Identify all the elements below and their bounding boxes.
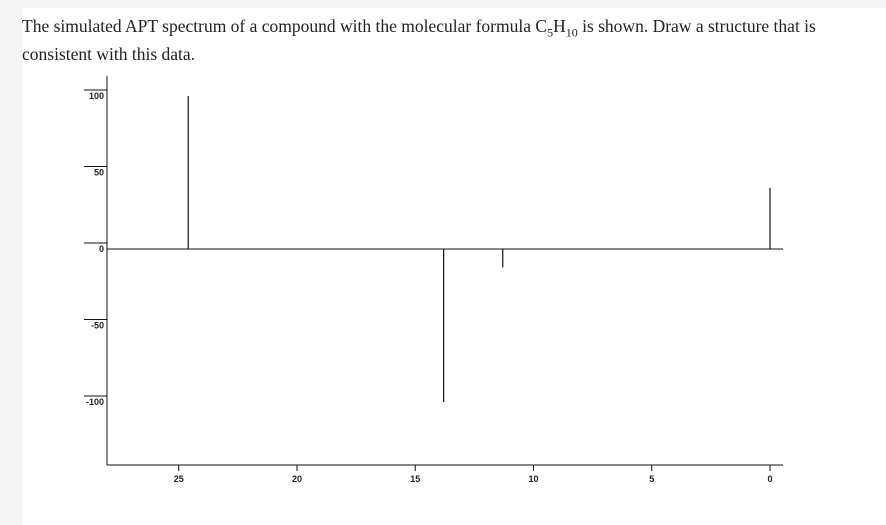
peaks <box>187 96 771 402</box>
y-ticks: 100 50 0 -50 -100 <box>84 89 107 407</box>
y-tick-label: -50 <box>91 321 104 331</box>
x-tick-label: 25 <box>174 474 184 484</box>
x-tick-label: 15 <box>410 474 420 484</box>
x-tick-label: 10 <box>528 474 538 484</box>
x-tick-label: 0 <box>767 474 772 484</box>
y-tick-label: 50 <box>94 168 104 178</box>
question-text: The simulated APT spectrum of a compound… <box>22 16 816 64</box>
x-tick-label: 5 <box>649 474 654 484</box>
x-tick-label: 20 <box>292 474 302 484</box>
y-tick-label: -100 <box>86 397 104 407</box>
x-ticks: 25 20 15 10 5 0 <box>174 465 773 484</box>
y-tick-label: 100 <box>89 91 104 101</box>
question-card <box>22 8 886 525</box>
y-tick-label: 0 <box>99 244 104 254</box>
